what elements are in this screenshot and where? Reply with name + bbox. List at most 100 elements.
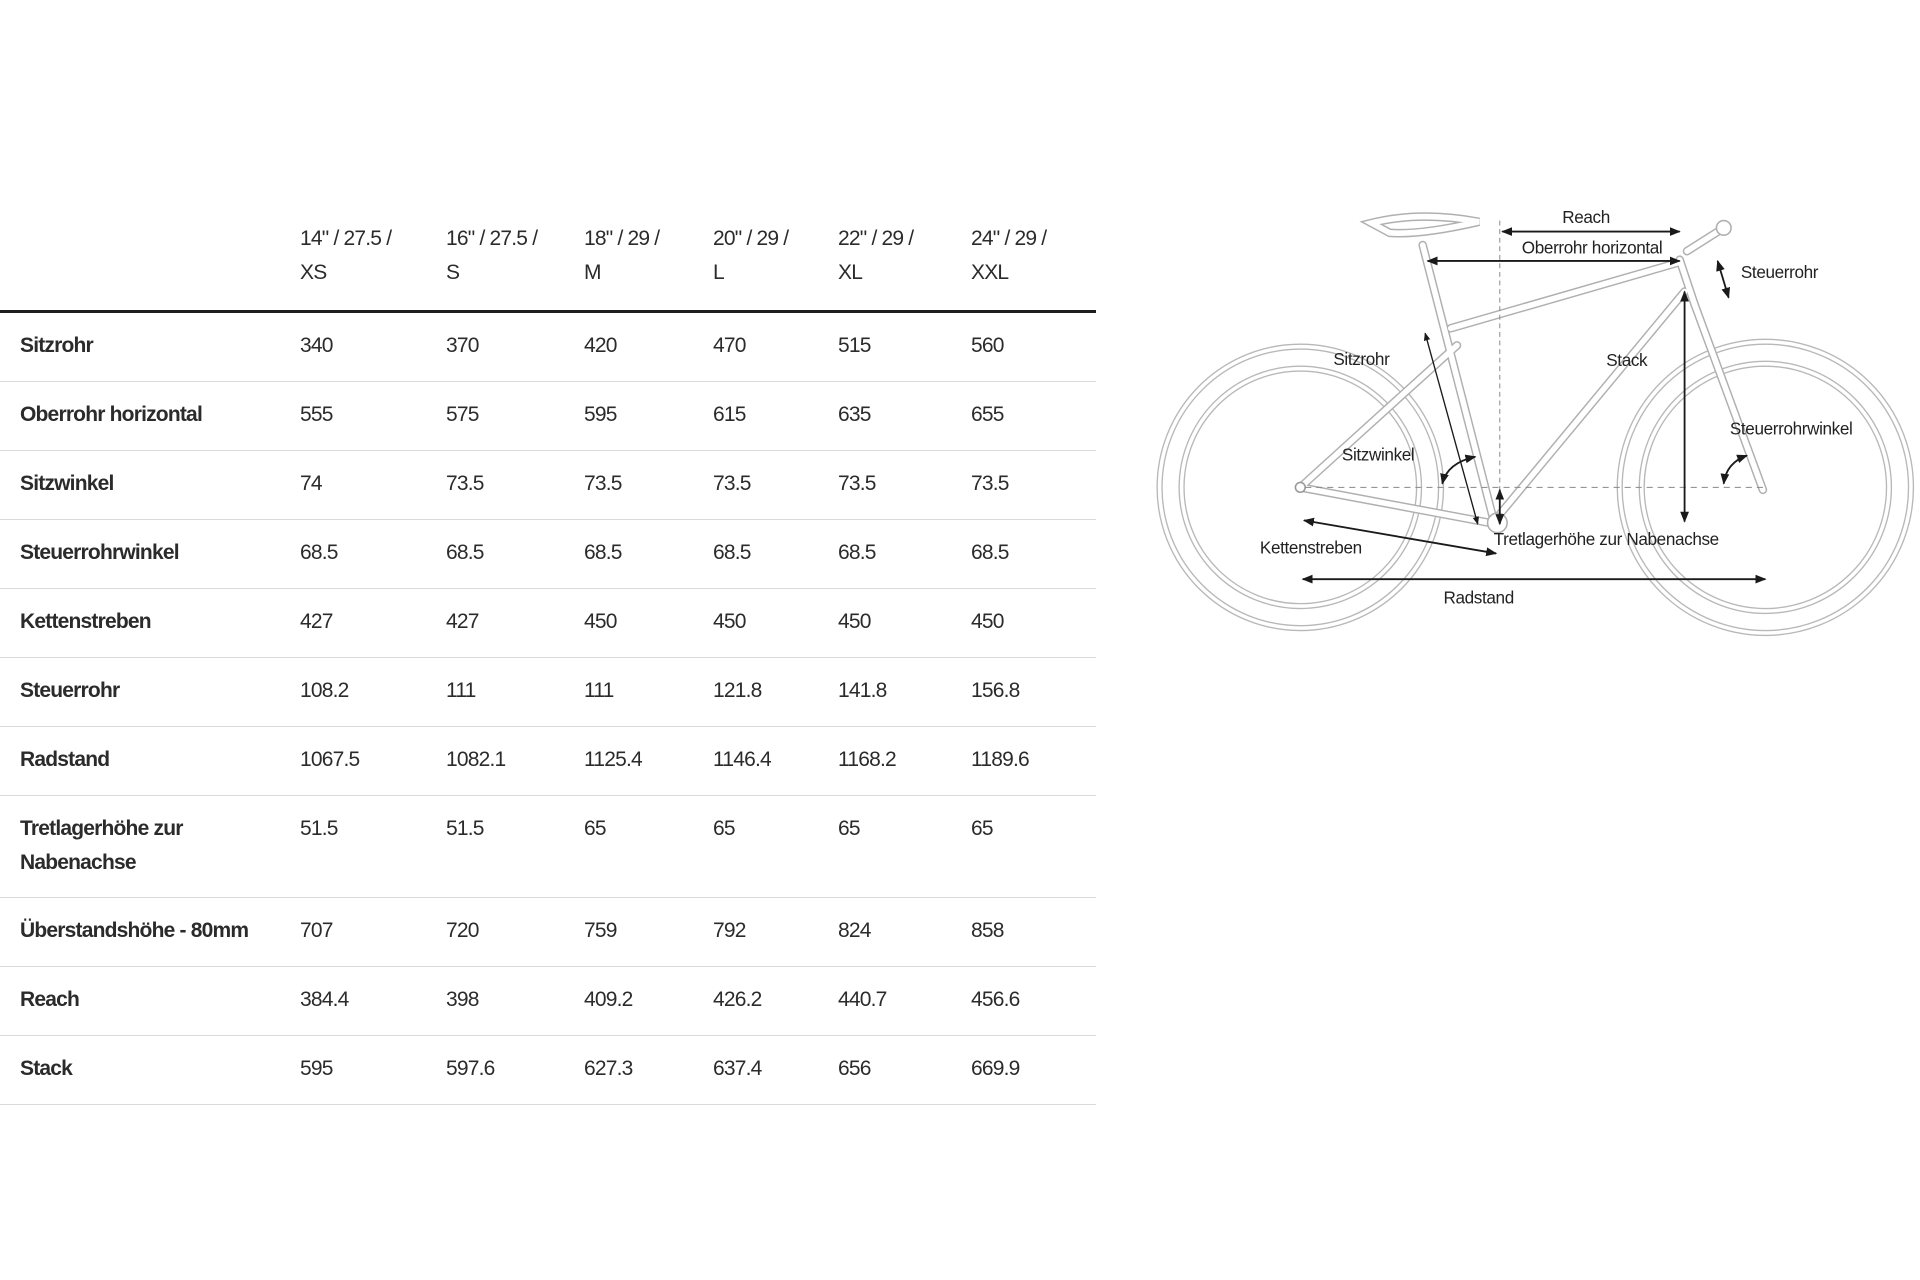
cell-value: 470 [713,311,838,382]
table-row: Kettenstreben 427 427 450 450 450 450 [0,588,1096,658]
cell-value: 51.5 [446,795,584,898]
cell-value: 121.8 [713,657,838,727]
cell-value: 384.4 [300,966,446,1036]
col-size-label: XL [838,261,863,284]
label-radstand: Radstand [1443,588,1513,608]
label-oberrohr: Oberrohr horizontal [1522,238,1663,258]
cell-value: 111 [584,657,713,727]
cell-value: 627.3 [584,1035,713,1105]
cell-value: 68.5 [838,519,971,589]
column-header-l: 20" / 29 / L [713,222,838,313]
cell-value: 68.5 [971,519,1096,589]
col-size-label: XXL [971,261,1009,284]
cell-value: 108.2 [300,657,446,727]
cell-value: 370 [446,311,584,382]
table-row: Stack 595 597.6 627.3 637.4 656 669.9 [0,1035,1096,1105]
table-row: Sitzrohr 340 370 420 470 515 560 [0,311,1096,382]
cell-value: 824 [838,897,971,967]
diagram-labels: Reach Oberrohr horizontal Steuerrohr Sit… [1260,207,1853,608]
cell-value: 858 [971,897,1096,967]
table-row: Überstandshöhe - 80mm 707 720 759 792 824 858 [0,897,1096,967]
row-label: Oberrohr horizontal [0,381,300,451]
cell-value: 655 [971,381,1096,451]
table-row: Radstand 1067.5 1082.1 1125.4 1146.4 1168.2 11… [0,726,1096,796]
cell-value: 597.6 [446,1035,584,1105]
cell-value: 426.2 [713,966,838,1036]
label-reach: Reach [1562,207,1610,227]
cell-value: 73.5 [971,450,1096,520]
cell-value: 427 [300,588,446,658]
cell-value: 68.5 [584,519,713,589]
sitzwinkel-arrow [1440,454,1477,485]
cell-value: 1067.5 [300,726,446,796]
col-size-label: L [713,261,725,284]
label-tretlager: Tretlagerhöhe zur Nabenachse [1494,529,1719,549]
cell-value: 51.5 [300,795,446,898]
cell-value: 68.5 [713,519,838,589]
cell-value: 68.5 [300,519,446,589]
cell-value: 669.9 [971,1035,1096,1105]
cell-value: 720 [446,897,584,967]
cell-value: 635 [838,381,971,451]
label-sitzwinkel: Sitzwinkel [1342,444,1414,464]
col-size-label: M [584,261,601,284]
column-header-m: 18" / 29 / M [584,222,713,313]
table-row: Steuerrohrwinkel 68.5 68.5 68.5 68.5 68.5 68.5 [0,519,1096,589]
steuerrohrwinkel-arrow [1720,454,1749,485]
col-size-line: 20" / 29 / [713,227,789,250]
cell-value: 1125.4 [584,726,713,796]
cell-value: 65 [584,795,713,898]
cell-value: 73.5 [838,450,971,520]
col-size-line: 24" / 29 / [971,227,1047,250]
kettenstreben-arrow [1302,517,1498,557]
col-size-line: 18" / 29 / [584,227,660,250]
cell-value: 427 [446,588,584,658]
cell-value: 450 [838,588,971,658]
steuerrohr-arrow [1716,259,1731,299]
bike-geometry-diagram: Reach Oberrohr horizontal Steuerrohr Sit… [1156,207,1915,637]
cell-value: 575 [446,381,584,451]
col-size-line: 14" / 27.5 / [300,227,392,250]
cell-value: 420 [584,311,713,382]
table-row: Oberrohr horizontal 555 575 595 615 635 655 [0,381,1096,451]
label-sitzrohr: Sitzrohr [1333,349,1390,369]
cell-value: 141.8 [838,657,971,727]
table-row: Reach 384.4 398 409.2 426.2 440.7 456.6 [0,966,1096,1036]
cell-value: 73.5 [713,450,838,520]
cell-value: 65 [971,795,1096,898]
col-size-line: 22" / 29 / [838,227,914,250]
row-label: Tretlagerhöhe zur Nabenachse [0,795,300,898]
column-header-xs: 14" / 27.5 / XS [300,222,446,313]
cell-value: 515 [838,311,971,382]
bike-frame [1294,212,1768,534]
cell-value: 1168.2 [838,726,971,796]
cell-value: 409.2 [584,966,713,1036]
column-header-xxl: 24" / 29 / XXL [971,222,1096,313]
geometry-table: 14" / 27.5 / XS 16" / 27.5 / S 18" / 29 / M… [0,222,1096,1105]
cell-value: 440.7 [838,966,971,1036]
row-label: Steuerrohr [0,657,300,727]
cell-value: 595 [584,381,713,451]
sitzrohr-arrow [1423,332,1479,525]
table-row: Tretlagerhöhe zur Nabenachse 51.5 51.5 65 65… [0,795,1096,898]
cell-value: 656 [838,1035,971,1105]
label-stack: Stack [1606,350,1648,370]
cell-value: 398 [446,966,584,1036]
column-header-xl: 22" / 29 / XL [838,222,971,313]
label-steuerrohr: Steuerrohr [1741,262,1819,282]
cell-value: 1146.4 [713,726,838,796]
cell-value: 74 [300,450,446,520]
cell-value: 65 [838,795,971,898]
row-label: Kettenstreben [0,588,300,658]
cell-value: 65 [713,795,838,898]
cell-value: 456.6 [971,966,1096,1036]
cell-value: 450 [584,588,713,658]
cell-value: 450 [713,588,838,658]
col-size-label: S [446,261,460,284]
cell-value: 1082.1 [446,726,584,796]
cell-value: 560 [971,311,1096,382]
label-kettenstreben: Kettenstreben [1260,537,1362,557]
cell-value: 595 [300,1035,446,1105]
col-size-line: 16" / 27.5 / [446,227,538,250]
cell-value: 792 [713,897,838,967]
